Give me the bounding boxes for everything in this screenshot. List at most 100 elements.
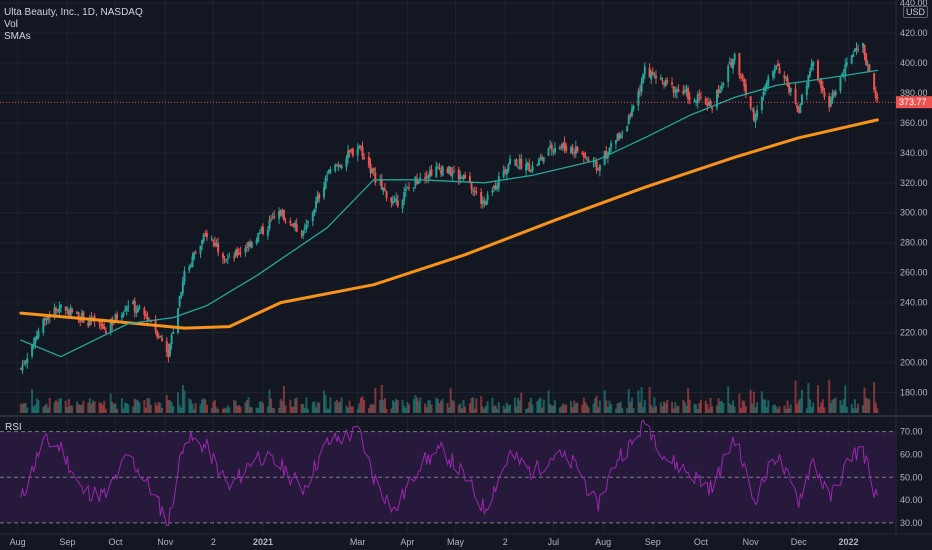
candle-body (493, 185, 496, 189)
candle-body (529, 170, 532, 172)
volume-bar (863, 387, 866, 413)
volume-bar (337, 402, 340, 413)
candle-body (484, 200, 487, 205)
candle-body (873, 73, 876, 91)
price-tick-label: 340.00 (900, 148, 928, 158)
volume-bar (440, 400, 443, 413)
volume-bar (486, 401, 489, 413)
candle-body (408, 187, 411, 189)
volume-bar (90, 403, 93, 413)
volume-bar (839, 400, 842, 413)
volume-bar (144, 407, 147, 413)
volume-bar (21, 404, 24, 413)
candle-body (55, 308, 58, 312)
candle-body (268, 220, 271, 230)
volume-bar (468, 403, 471, 413)
candle-body (183, 270, 186, 283)
volume-bar (592, 403, 595, 413)
candle-body (671, 82, 674, 85)
candle-body (765, 82, 768, 89)
candle-body (821, 86, 824, 92)
candle-body (401, 200, 404, 209)
volume-bar (92, 400, 95, 413)
volume-bar (794, 380, 797, 413)
volume-bar (160, 407, 163, 413)
candle-body (201, 239, 204, 245)
candle-body (517, 166, 520, 168)
volume-bar (425, 407, 428, 413)
candle-body (796, 105, 799, 109)
candle-body (666, 80, 669, 83)
candle-body (653, 73, 656, 75)
volume-bar (460, 408, 463, 413)
volume-bar (326, 408, 329, 413)
candle-body (776, 63, 779, 67)
candle-body (109, 319, 112, 334)
volume-bar (98, 402, 101, 413)
price-tick-label: 220.00 (900, 328, 928, 338)
volume-bar (536, 400, 539, 413)
volume-bar (733, 406, 736, 413)
volume-bar (547, 390, 550, 413)
candle-body (472, 190, 475, 192)
candle-body (260, 228, 263, 231)
candle-body (637, 91, 640, 106)
candle-body (181, 281, 184, 294)
candle-body (79, 318, 82, 322)
volume-bar (808, 399, 811, 413)
candle-body (786, 77, 789, 87)
volume-bar (767, 400, 770, 413)
candle-body (728, 61, 731, 64)
volume-bar (167, 399, 170, 413)
candle-body (419, 177, 422, 180)
volume-bar (403, 405, 406, 413)
currency-badge[interactable]: USD (902, 6, 928, 18)
candle-body (412, 187, 415, 189)
candle-body (356, 148, 359, 156)
candle-body (361, 146, 364, 157)
candle-body (741, 74, 744, 79)
candle-body (225, 259, 228, 261)
volume-bar (348, 400, 351, 413)
candle-body (733, 53, 736, 61)
candle-body (31, 345, 34, 357)
volume-bar (558, 407, 561, 413)
volume-bar (525, 408, 528, 413)
volume-bar (114, 403, 117, 413)
candle-body (808, 70, 811, 76)
volume-bar (428, 400, 431, 413)
candle-body (619, 134, 622, 139)
volume-bar (177, 392, 180, 413)
candle-body (616, 133, 619, 140)
volume-bar (497, 402, 500, 413)
volume-bar (776, 408, 779, 413)
candle-body (828, 96, 831, 108)
time-tick-label: 2 (503, 537, 508, 547)
candle-body (101, 323, 104, 329)
volume-bar (441, 398, 444, 413)
volume-bar (831, 399, 834, 413)
volume-bar (66, 406, 69, 413)
volume-bar (408, 404, 411, 413)
volume-bar (178, 405, 181, 413)
candle-body (159, 336, 162, 338)
volume-bar (550, 405, 553, 413)
time-tick-label: 2021 (253, 537, 273, 547)
candle-body (805, 85, 808, 96)
candle-body (59, 304, 62, 308)
volume-bar (305, 397, 308, 413)
candle-body (772, 70, 775, 78)
candle-body (481, 199, 484, 205)
volume-bar (359, 397, 362, 413)
candle-body (711, 107, 714, 109)
volume-bar (520, 392, 523, 413)
candle-body (643, 66, 646, 75)
candle-body (372, 168, 375, 172)
volume-bar (715, 405, 718, 413)
candle-body (561, 143, 564, 149)
candle-body (626, 126, 629, 132)
volume-bar (258, 401, 261, 413)
candle-body (597, 169, 600, 171)
candle-body (281, 211, 284, 215)
